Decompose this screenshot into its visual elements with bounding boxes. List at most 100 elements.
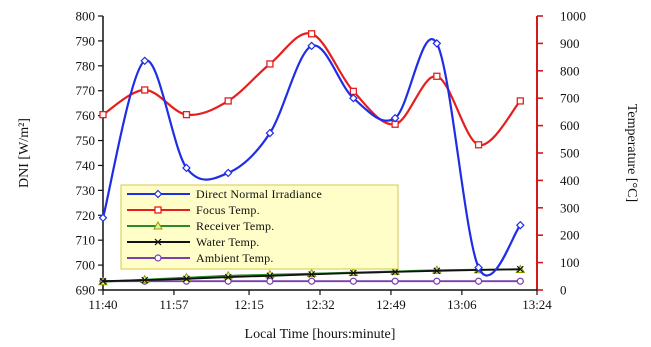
legend-label: Focus Temp. xyxy=(196,203,260,217)
left-y-tick-label: 740 xyxy=(76,158,96,173)
x-marker-stroke xyxy=(224,273,232,281)
series-water-temp xyxy=(99,265,524,285)
data-point-water-temp xyxy=(266,272,274,280)
data-point-water-temp xyxy=(349,269,357,277)
x-tick-label: 11:40 xyxy=(88,297,117,312)
data-point-focus-temp xyxy=(224,97,232,105)
data-point-focus-temp xyxy=(474,141,483,149)
data-point-direct-normal-irradiance xyxy=(265,128,275,138)
legend-swatch-marker xyxy=(153,220,163,230)
data-point-ambient-temp xyxy=(391,277,399,285)
data-point-direct-normal-irradiance xyxy=(98,213,108,223)
legend-item-receiver-temp: Receiver Temp. xyxy=(127,219,274,233)
x-marker-stroke xyxy=(183,275,190,283)
left-y-tick-label: 760 xyxy=(76,108,96,123)
legend-swatch-marker xyxy=(154,238,162,246)
data-point-direct-normal-irradiance xyxy=(182,163,191,173)
legend-label: Ambient Temp. xyxy=(196,251,274,265)
data-point-ambient-temp xyxy=(308,277,316,285)
data-point-focus-temp xyxy=(99,110,107,119)
x-ticks: 11:40 11:57 12:15 12:32 12:49 13:06 13:24 xyxy=(88,290,552,312)
x-tick-label: 12:32 xyxy=(305,297,335,312)
series-direct-normal-irradiance xyxy=(98,38,525,277)
x-axis-label: Local Time [hours:minute] xyxy=(245,327,396,342)
left-y-tick-label: 710 xyxy=(76,233,96,248)
data-point-ambient-temp xyxy=(516,277,524,285)
left-y-tick-label: 700 xyxy=(76,258,96,273)
data-point-water-temp xyxy=(224,273,232,281)
data-point-focus-temp xyxy=(141,86,149,94)
x-marker-stroke xyxy=(266,272,274,280)
left-y-tick-label: 730 xyxy=(76,183,96,198)
legend-swatch-marker xyxy=(154,206,162,214)
legend-item-water-temp: Water Temp. xyxy=(127,235,259,249)
x-tick-label: 11:57 xyxy=(159,297,189,312)
x-tick-label: 12:49 xyxy=(376,297,406,312)
data-point-direct-normal-irradiance xyxy=(432,39,442,48)
x-marker-stroke xyxy=(141,276,149,284)
right-y-tick-label: 600 xyxy=(560,118,580,133)
left-y-tick-label: 800 xyxy=(76,9,96,24)
data-point-ambient-temp xyxy=(474,277,483,285)
data-point-direct-normal-irradiance xyxy=(390,113,400,123)
data-point-focus-temp xyxy=(516,97,524,105)
x-marker-stroke xyxy=(391,268,399,276)
data-point-direct-normal-irradiance xyxy=(223,168,233,178)
right-y-tick-label: 500 xyxy=(560,146,580,161)
data-point-direct-normal-irradiance xyxy=(140,56,150,66)
data-point-direct-normal-irradiance xyxy=(307,41,317,51)
series-line-focus-temp xyxy=(102,32,522,146)
right-y-tick-label: 900 xyxy=(560,36,580,51)
data-point-focus-temp xyxy=(266,60,274,68)
series-focus-temp xyxy=(99,30,524,149)
left-y-tick-label: 690 xyxy=(76,283,96,298)
right-y-tick-label: 400 xyxy=(560,173,580,188)
data-point-ambient-temp xyxy=(433,277,441,285)
legend-item-focus-temp: Focus Temp. xyxy=(127,203,260,217)
x-marker-stroke xyxy=(308,270,316,278)
left-y-ticks: 690 700 710 720 730 740 750 760 770 780 790 800 xyxy=(76,9,103,298)
data-point-focus-temp xyxy=(433,72,441,80)
left-y-tick-label: 790 xyxy=(76,33,96,48)
data-point-water-temp xyxy=(99,277,107,285)
data-point-focus-temp xyxy=(308,30,316,38)
data-point-water-temp xyxy=(391,268,399,276)
x-tick-label: 13:06 xyxy=(447,297,477,312)
right-y-axis-label: Temperature [°C] xyxy=(624,104,639,202)
data-point-water-temp xyxy=(433,267,441,275)
right-y-tick-label: 100 xyxy=(560,255,580,270)
data-point-direct-normal-irradiance xyxy=(474,263,483,272)
data-point-water-temp xyxy=(183,275,190,283)
left-y-tick-label: 780 xyxy=(76,58,96,73)
right-y-ticks: 0 100 200 300 400 500 600 700 800 900 1000 xyxy=(537,9,586,298)
data-point-direct-normal-irradiance xyxy=(515,220,525,230)
legend-swatch-marker xyxy=(154,254,162,262)
series-group xyxy=(98,30,526,286)
right-y-tick-label: 300 xyxy=(560,200,580,215)
right-y-tick-label: 700 xyxy=(560,91,580,106)
x-tick-label: 13:24 xyxy=(522,297,552,312)
series-line-direct-normal-irradiance xyxy=(101,38,522,277)
legend-swatch-marker xyxy=(153,189,163,199)
data-point-focus-temp xyxy=(182,110,191,119)
data-point-water-temp xyxy=(516,265,524,273)
legend: Direct Normal Irradiance Focus Temp. Recei… xyxy=(120,184,399,270)
data-point-direct-normal-irradiance xyxy=(349,93,358,103)
legend-label: Direct Normal Irradiance xyxy=(196,187,322,201)
left-y-tick-label: 770 xyxy=(76,83,96,98)
legend-label: Water Temp. xyxy=(196,235,259,249)
legend-box xyxy=(120,184,399,270)
right-y-tick-label: 800 xyxy=(560,63,580,78)
legend-label: Receiver Temp. xyxy=(196,219,274,233)
legend-item-direct-normal-irradiance: Direct Normal Irradiance xyxy=(127,187,322,201)
x-marker-stroke xyxy=(516,265,524,273)
x-marker-stroke xyxy=(154,238,162,246)
left-y-axis-label: DNI [W/m²] xyxy=(17,118,32,188)
x-marker-stroke xyxy=(349,269,357,277)
right-y-tick-label: 0 xyxy=(560,283,567,298)
right-y-tick-label: 1000 xyxy=(560,9,586,24)
left-y-tick-label: 720 xyxy=(76,208,96,223)
data-point-water-temp xyxy=(308,270,316,278)
